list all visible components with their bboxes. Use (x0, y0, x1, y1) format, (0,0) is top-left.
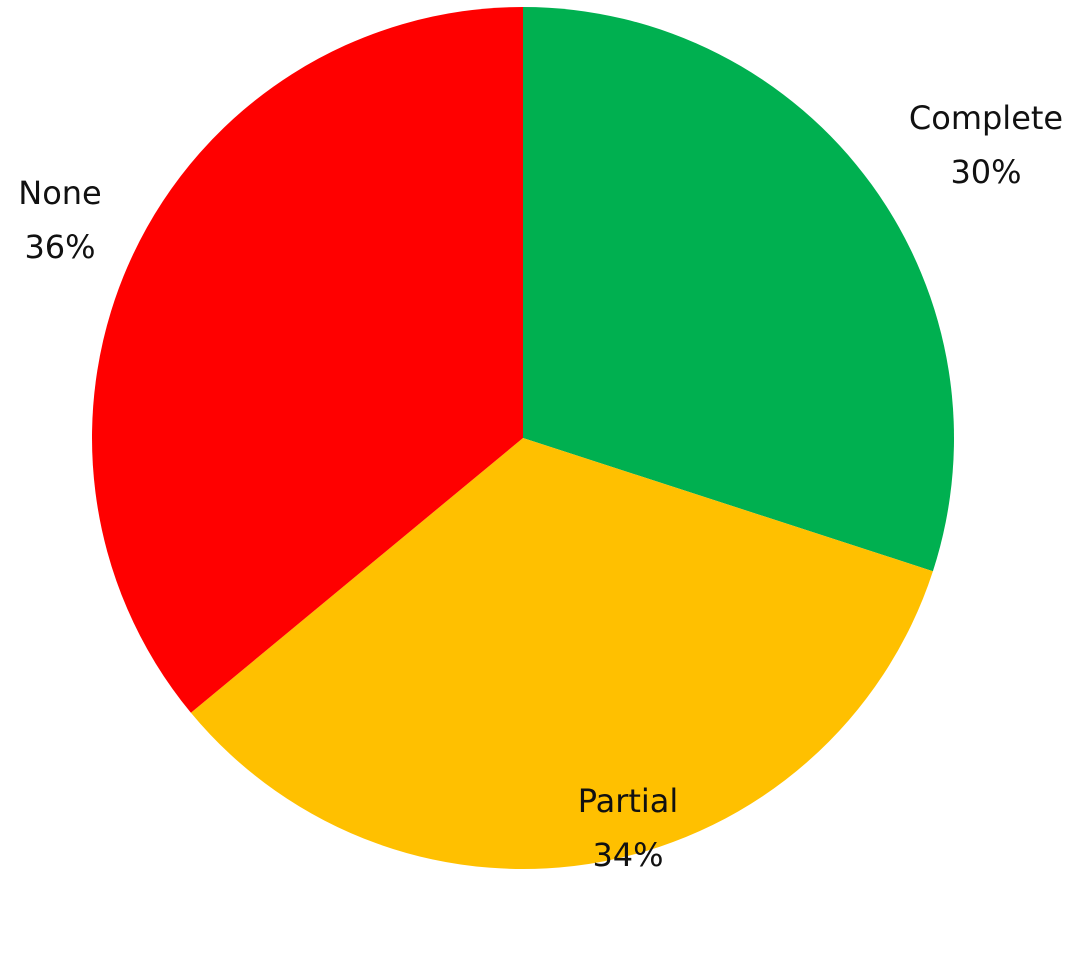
pie-label-percent: 36% (24, 228, 95, 266)
pie-label-category: Complete (909, 99, 1063, 137)
pie-label-category: None (18, 174, 101, 212)
pie-label-partial: Partial 34% (578, 782, 679, 874)
pie-labels: Complete 30% Partial 34% None 36% (18, 99, 1063, 874)
pie-label-category: Partial (578, 782, 679, 820)
pie-label-percent: 34% (592, 836, 663, 874)
pie-slice-partial (190, 438, 933, 870)
pie-slice-none (92, 7, 523, 713)
pie-label-percent: 30% (950, 153, 1021, 191)
pie-label-none: None 36% (18, 174, 101, 266)
pie-slices (92, 7, 955, 870)
pie-slice-complete (523, 7, 955, 572)
pie-label-complete: Complete 30% (909, 99, 1063, 191)
